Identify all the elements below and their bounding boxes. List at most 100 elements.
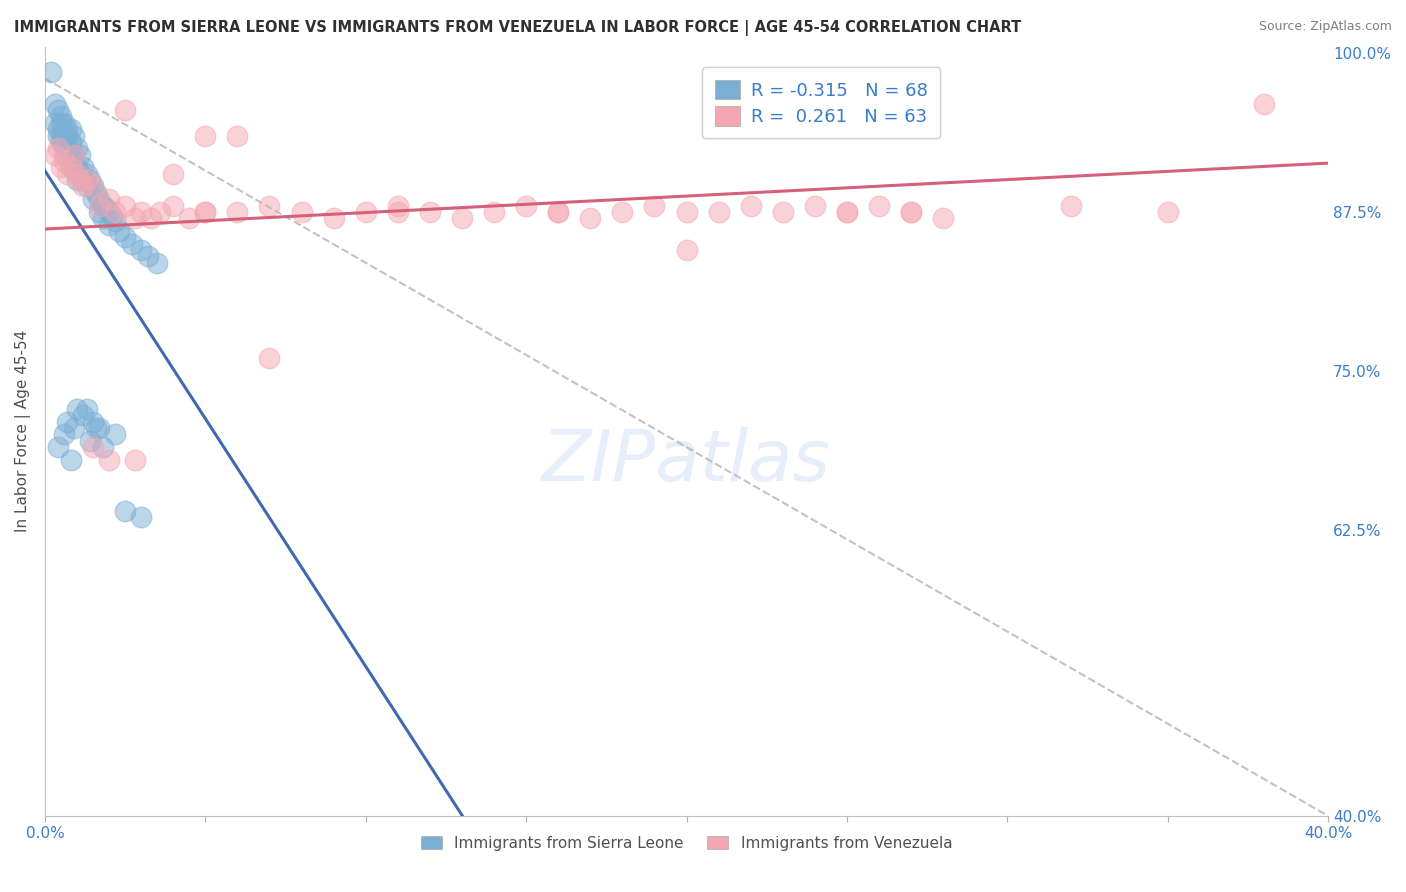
Point [53, 153, 76, 168]
Point [56, 122, 79, 136]
Point [101, 209, 124, 223]
Point [579, 211, 602, 226]
Point [89, 205, 111, 219]
Point [59, 161, 82, 175]
Point [868, 198, 890, 212]
Point [49, 110, 72, 124]
Point [547, 205, 569, 219]
Point [835, 205, 858, 219]
Point [53, 116, 76, 130]
Point [72, 409, 94, 423]
Point [194, 205, 217, 219]
Point [98, 205, 121, 219]
Point [66, 173, 89, 187]
Point [98, 192, 121, 206]
Point [91, 211, 114, 226]
Point [39, 65, 62, 79]
Point [53, 137, 76, 152]
Point [900, 205, 922, 219]
Point [46, 122, 69, 136]
Y-axis label: In Labor Force | Age 45-54: In Labor Force | Age 45-54 [15, 330, 31, 533]
Point [139, 211, 162, 226]
Point [124, 211, 146, 226]
Point [104, 205, 127, 219]
Point [76, 179, 98, 194]
Point [114, 504, 136, 518]
Point [82, 415, 104, 429]
Point [82, 192, 104, 206]
Point [66, 141, 89, 155]
Point [62, 147, 84, 161]
Point [387, 198, 409, 212]
Point [69, 147, 91, 161]
Point [84, 421, 107, 435]
Point [675, 205, 697, 219]
Point [643, 198, 665, 212]
Point [76, 173, 98, 187]
Point [129, 243, 152, 257]
Point [124, 453, 146, 467]
Point [44, 116, 66, 130]
Text: ZIPatlas: ZIPatlas [543, 427, 831, 497]
Point [46, 103, 69, 117]
Point [1157, 205, 1180, 219]
Point [162, 198, 184, 212]
Point [82, 179, 104, 194]
Point [1253, 96, 1275, 111]
Point [612, 205, 634, 219]
Point [107, 224, 129, 238]
Point [136, 249, 159, 263]
Point [354, 205, 377, 219]
Point [44, 96, 66, 111]
Point [53, 427, 76, 442]
Point [322, 211, 344, 226]
Point [835, 205, 858, 219]
Point [79, 173, 101, 187]
Point [69, 167, 91, 181]
Point [259, 351, 281, 365]
Point [79, 434, 101, 448]
Point [91, 440, 114, 454]
Point [94, 201, 117, 215]
Point [91, 198, 114, 212]
Point [56, 141, 79, 155]
Point [82, 179, 104, 194]
Point [259, 198, 281, 212]
Point [98, 453, 121, 467]
Point [419, 205, 441, 219]
Point [772, 205, 794, 219]
Point [82, 440, 104, 454]
Point [46, 440, 69, 454]
Point [114, 198, 136, 212]
Point [76, 167, 98, 181]
Point [49, 128, 72, 143]
Point [56, 167, 79, 181]
Point [226, 205, 249, 219]
Point [740, 198, 762, 212]
Text: Source: ZipAtlas.com: Source: ZipAtlas.com [1258, 20, 1392, 33]
Point [89, 421, 111, 435]
Legend: R = -0.315   N = 68, R =  0.261   N = 63: R = -0.315 N = 68, R = 0.261 N = 63 [702, 67, 941, 138]
Point [72, 161, 94, 175]
Text: IMMIGRANTS FROM SIERRA LEONE VS IMMIGRANTS FROM VENEZUELA IN LABOR FORCE | AGE 4: IMMIGRANTS FROM SIERRA LEONE VS IMMIGRAN… [14, 20, 1021, 36]
Point [53, 128, 76, 143]
Point [675, 243, 697, 257]
Point [76, 401, 98, 416]
Point [290, 205, 312, 219]
Point [194, 128, 217, 143]
Point [104, 213, 127, 227]
Point [56, 128, 79, 143]
Point [46, 141, 69, 155]
Point [1060, 198, 1083, 212]
Point [226, 128, 249, 143]
Point [129, 510, 152, 524]
Point [49, 135, 72, 149]
Point [121, 236, 143, 251]
Point [179, 211, 201, 226]
Point [194, 205, 217, 219]
Point [900, 205, 922, 219]
Point [104, 427, 127, 442]
Point [84, 186, 107, 200]
Point [451, 211, 474, 226]
Point [387, 205, 409, 219]
